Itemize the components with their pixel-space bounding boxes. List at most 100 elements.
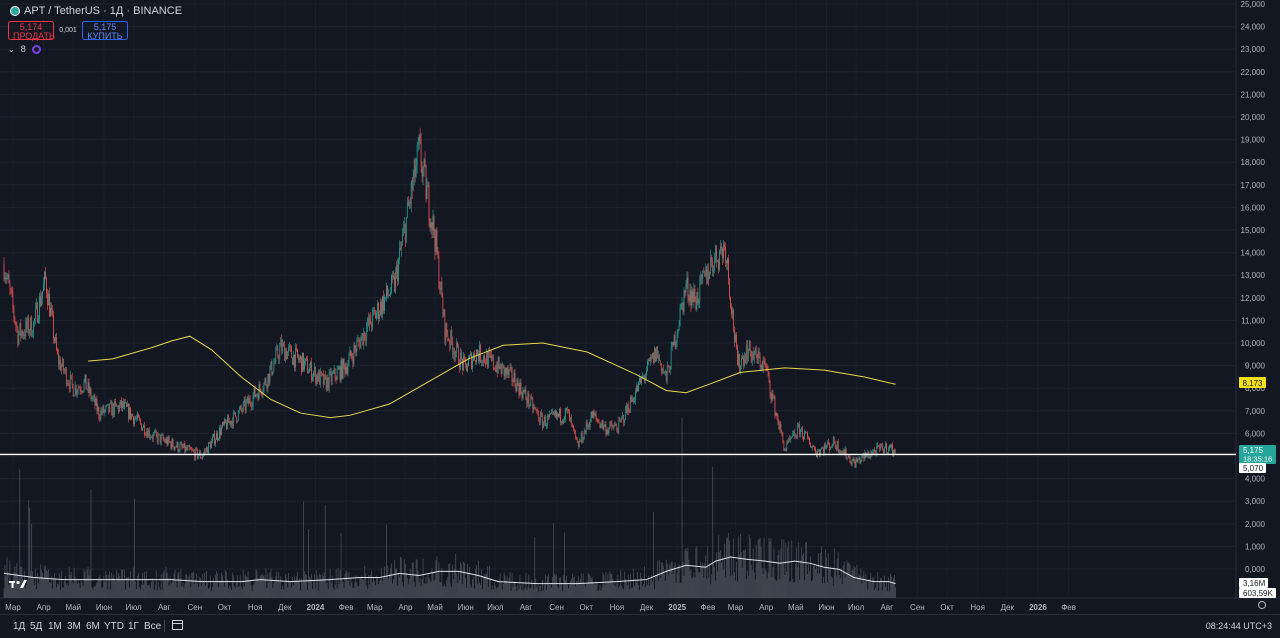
volume-bar <box>195 579 197 598</box>
volume-bar <box>711 574 713 598</box>
volume-bar <box>747 575 749 598</box>
timeframe-6m[interactable]: 6М <box>86 621 100 632</box>
calendar-icon[interactable] <box>172 620 183 630</box>
candle-body <box>301 356 302 373</box>
candle-body <box>742 356 744 366</box>
candle-body <box>334 368 336 378</box>
time-axis[interactable]: Мар Апр Май Июн Июл Авг Сен Окт Ноя Дек 2024 Фев Мар… <box>5 603 1076 612</box>
volume-bar <box>405 572 407 598</box>
candle-body <box>861 455 863 460</box>
timeframe-1y[interactable]: 1Г <box>128 621 139 632</box>
volume-bar <box>652 512 654 598</box>
volume-bar <box>753 572 755 598</box>
volume-bar <box>498 578 500 598</box>
volume-bar <box>763 537 765 598</box>
indicator-settings-icon[interactable] <box>31 44 41 54</box>
volume-bar <box>365 573 367 598</box>
candle-body <box>596 417 598 421</box>
candle-body <box>319 371 321 385</box>
candle-body <box>14 317 16 324</box>
candle-body <box>28 317 30 334</box>
x-tick-label: Сен <box>188 603 203 612</box>
candle-body <box>672 342 674 346</box>
timeframe-3m[interactable]: 3М <box>67 621 81 632</box>
candle-body <box>684 290 686 293</box>
timeframe-1m[interactable]: 1М <box>48 621 62 632</box>
symbol-legend[interactable]: APT / TetherUS · 1Д · BINANCE <box>10 5 182 17</box>
volume-bar <box>801 547 803 598</box>
candle-body <box>385 296 386 298</box>
candle-body <box>356 341 358 352</box>
candle-body <box>895 452 896 453</box>
volume-bar <box>600 590 602 598</box>
candle-body <box>795 436 797 438</box>
axis-settings-icon[interactable] <box>1258 601 1266 609</box>
timeframe-1d[interactable]: 1Д <box>13 621 26 632</box>
candle-body <box>691 291 693 306</box>
candle-body <box>820 449 821 455</box>
volume-bar <box>218 587 219 598</box>
candle-body <box>521 392 523 399</box>
moving-average-line <box>87 335 896 419</box>
y-tick-label: 25,000 <box>1241 0 1266 9</box>
volume-bar <box>111 572 113 598</box>
volume-bar <box>588 574 590 598</box>
volume-bar <box>217 573 218 598</box>
volume-bar <box>744 548 746 598</box>
candle-body <box>107 403 109 405</box>
candle-body <box>504 368 506 376</box>
candle-body <box>458 346 460 365</box>
volume-bar <box>334 584 336 598</box>
indicators-toggle[interactable]: ⌄ 8 <box>8 44 41 54</box>
timeframe-5d[interactable]: 5Д <box>30 621 43 632</box>
volume-bar <box>727 537 728 598</box>
candle-body <box>145 431 147 436</box>
volume-bar <box>483 574 485 598</box>
candle-body <box>36 303 37 308</box>
candle-body <box>591 412 593 419</box>
candle-body <box>804 431 805 440</box>
tradingview-logo-icon[interactable] <box>9 579 31 592</box>
candle-body <box>124 402 125 408</box>
volume-bar <box>733 538 734 598</box>
volume-bar <box>380 579 381 598</box>
candle-body <box>797 425 799 438</box>
volume-bar <box>70 571 72 598</box>
sell-button[interactable]: 5,174 ПРОДАТЬ <box>8 21 55 41</box>
candle-body <box>355 348 357 352</box>
candle-body <box>876 445 878 455</box>
candle-body <box>230 420 232 426</box>
candle-body <box>361 333 363 339</box>
volume-bar <box>96 582 98 598</box>
volume-bar <box>60 570 62 598</box>
volume-bar <box>414 587 416 598</box>
volume-bar <box>44 566 45 598</box>
volume-bar <box>40 564 41 598</box>
candle-body <box>379 314 380 320</box>
x-tick-label: Дек <box>278 603 292 612</box>
candle-body <box>38 319 39 323</box>
candle-body <box>726 261 727 264</box>
timeframe-ytd[interactable]: YTD <box>104 621 124 632</box>
timeframe-all[interactable]: Все <box>144 621 162 632</box>
candle-body <box>561 421 562 423</box>
volume-bar <box>192 572 194 598</box>
candle-body <box>303 352 304 370</box>
volume-bar <box>587 572 589 598</box>
volume-bar <box>715 580 717 598</box>
candle-body <box>649 359 650 362</box>
buy-button[interactable]: 5,175 КУПИТЬ <box>82 21 128 41</box>
clock-display[interactable]: 08:24:44 UTC+3 <box>1205 621 1272 631</box>
volume-bar <box>132 580 133 598</box>
price-axis[interactable]: 25,00024,00023,00022,00021,00020,00019,0… <box>1241 0 1266 574</box>
volume-bar <box>199 576 201 598</box>
candle-body <box>444 309 446 341</box>
candle-body <box>871 452 873 456</box>
candle-body <box>419 135 421 142</box>
candle-body <box>240 405 242 411</box>
volume-bar <box>293 585 295 598</box>
volume-bar <box>117 577 119 598</box>
volume-bar <box>637 571 638 598</box>
candle-body <box>641 377 642 384</box>
